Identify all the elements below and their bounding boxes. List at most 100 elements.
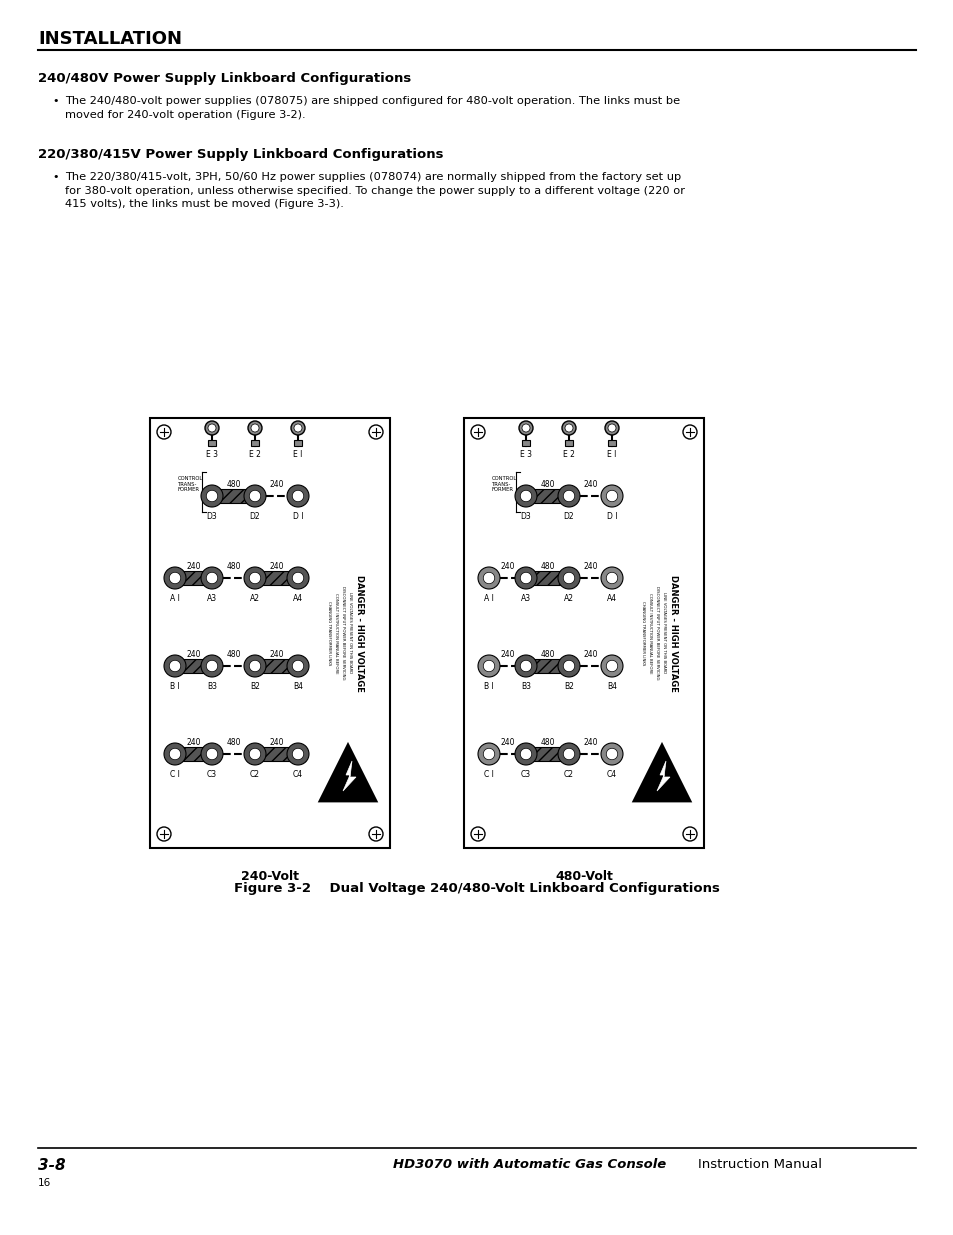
Text: 240: 240 bbox=[499, 739, 515, 747]
Circle shape bbox=[562, 661, 574, 672]
Text: C4: C4 bbox=[606, 769, 617, 779]
Text: C3: C3 bbox=[207, 769, 217, 779]
Circle shape bbox=[558, 567, 579, 589]
Text: LINE VOLTAGES PRESENT ON THIS BOARD: LINE VOLTAGES PRESENT ON THIS BOARD bbox=[348, 593, 352, 673]
Text: A2: A2 bbox=[250, 594, 260, 603]
Text: 480: 480 bbox=[539, 480, 554, 489]
Circle shape bbox=[564, 424, 573, 432]
Text: DISCONNECT INPUT POWER BEFORE SERVICING: DISCONNECT INPUT POWER BEFORE SERVICING bbox=[340, 587, 345, 679]
Text: 480: 480 bbox=[539, 739, 554, 747]
Circle shape bbox=[562, 572, 574, 584]
Text: C2: C2 bbox=[250, 769, 260, 779]
Text: DANGER - HIGH VOLTAGE: DANGER - HIGH VOLTAGE bbox=[669, 574, 678, 692]
Circle shape bbox=[558, 743, 579, 764]
Bar bbox=[294, 440, 302, 446]
Circle shape bbox=[607, 424, 616, 432]
Circle shape bbox=[292, 490, 303, 501]
Text: •: • bbox=[52, 172, 58, 182]
Circle shape bbox=[519, 490, 531, 501]
Text: B4: B4 bbox=[606, 682, 617, 692]
Circle shape bbox=[521, 424, 530, 432]
Text: 480: 480 bbox=[226, 650, 240, 659]
Circle shape bbox=[518, 421, 533, 435]
Text: 3-8: 3-8 bbox=[38, 1158, 66, 1173]
Circle shape bbox=[291, 421, 305, 435]
Circle shape bbox=[682, 425, 697, 438]
Circle shape bbox=[287, 567, 309, 589]
Circle shape bbox=[471, 425, 484, 438]
Circle shape bbox=[604, 421, 618, 435]
Text: B I: B I bbox=[483, 682, 494, 692]
Circle shape bbox=[606, 748, 618, 760]
Text: A I: A I bbox=[170, 594, 180, 603]
Circle shape bbox=[606, 490, 618, 501]
Circle shape bbox=[515, 655, 537, 677]
Polygon shape bbox=[343, 761, 355, 790]
Text: C3: C3 bbox=[520, 769, 531, 779]
Text: LINE VOLTAGES PRESENT ON THIS BOARD: LINE VOLTAGES PRESENT ON THIS BOARD bbox=[661, 593, 665, 673]
Circle shape bbox=[251, 424, 258, 432]
Circle shape bbox=[206, 748, 217, 760]
Text: 240/480V Power Supply Linkboard Configurations: 240/480V Power Supply Linkboard Configur… bbox=[38, 72, 411, 85]
Bar bbox=[518, 747, 576, 761]
Circle shape bbox=[483, 748, 495, 760]
Text: E 2: E 2 bbox=[249, 450, 261, 459]
Bar bbox=[518, 659, 576, 673]
Text: CONTROL
TRANS-
FORMER: CONTROL TRANS- FORMER bbox=[178, 475, 203, 493]
Text: 240: 240 bbox=[582, 480, 598, 489]
Text: C I: C I bbox=[170, 769, 180, 779]
Circle shape bbox=[201, 485, 223, 508]
Circle shape bbox=[208, 424, 215, 432]
Text: B3: B3 bbox=[520, 682, 531, 692]
Circle shape bbox=[606, 661, 618, 672]
Circle shape bbox=[562, 748, 574, 760]
Bar bbox=[248, 747, 305, 761]
Text: D3: D3 bbox=[520, 513, 531, 521]
Circle shape bbox=[287, 655, 309, 677]
Polygon shape bbox=[634, 745, 689, 802]
Text: A4: A4 bbox=[606, 594, 617, 603]
Text: B2: B2 bbox=[250, 682, 259, 692]
Text: 240: 240 bbox=[269, 650, 283, 659]
Circle shape bbox=[471, 827, 484, 841]
Text: 240: 240 bbox=[582, 739, 598, 747]
Text: E 3: E 3 bbox=[519, 450, 532, 459]
Circle shape bbox=[157, 425, 171, 438]
Text: 240: 240 bbox=[186, 739, 200, 747]
Circle shape bbox=[205, 421, 219, 435]
Text: The 240/480-volt power supplies (078075) are shipped configured for 480-volt ope: The 240/480-volt power supplies (078075)… bbox=[65, 96, 679, 120]
Text: 480: 480 bbox=[226, 562, 240, 571]
Text: 16: 16 bbox=[38, 1178, 51, 1188]
Text: D3: D3 bbox=[207, 513, 217, 521]
Circle shape bbox=[206, 572, 217, 584]
Text: 240: 240 bbox=[186, 650, 200, 659]
Circle shape bbox=[206, 661, 217, 672]
Text: D2: D2 bbox=[563, 513, 574, 521]
Bar bbox=[518, 489, 576, 503]
Bar bbox=[168, 659, 219, 673]
Text: 480: 480 bbox=[226, 480, 240, 489]
Circle shape bbox=[562, 490, 574, 501]
Circle shape bbox=[164, 567, 186, 589]
Text: D I: D I bbox=[293, 513, 303, 521]
Circle shape bbox=[157, 827, 171, 841]
Circle shape bbox=[483, 572, 495, 584]
Text: B4: B4 bbox=[293, 682, 303, 692]
Circle shape bbox=[201, 567, 223, 589]
Text: B2: B2 bbox=[563, 682, 574, 692]
Circle shape bbox=[600, 655, 622, 677]
Text: A3: A3 bbox=[520, 594, 531, 603]
Bar bbox=[248, 659, 305, 673]
Text: 480: 480 bbox=[539, 562, 554, 571]
Circle shape bbox=[244, 485, 266, 508]
Text: CHANGING TRANSFORMER LINKS: CHANGING TRANSFORMER LINKS bbox=[640, 600, 644, 666]
Circle shape bbox=[244, 567, 266, 589]
Text: C2: C2 bbox=[563, 769, 574, 779]
Circle shape bbox=[519, 661, 531, 672]
Circle shape bbox=[164, 743, 186, 764]
Circle shape bbox=[244, 655, 266, 677]
Circle shape bbox=[206, 490, 217, 501]
Text: The 220/380/415-volt, 3PH, 50/60 Hz power supplies (078074) are normally shipped: The 220/380/415-volt, 3PH, 50/60 Hz powe… bbox=[65, 172, 684, 209]
Circle shape bbox=[249, 661, 260, 672]
Text: B I: B I bbox=[170, 682, 180, 692]
